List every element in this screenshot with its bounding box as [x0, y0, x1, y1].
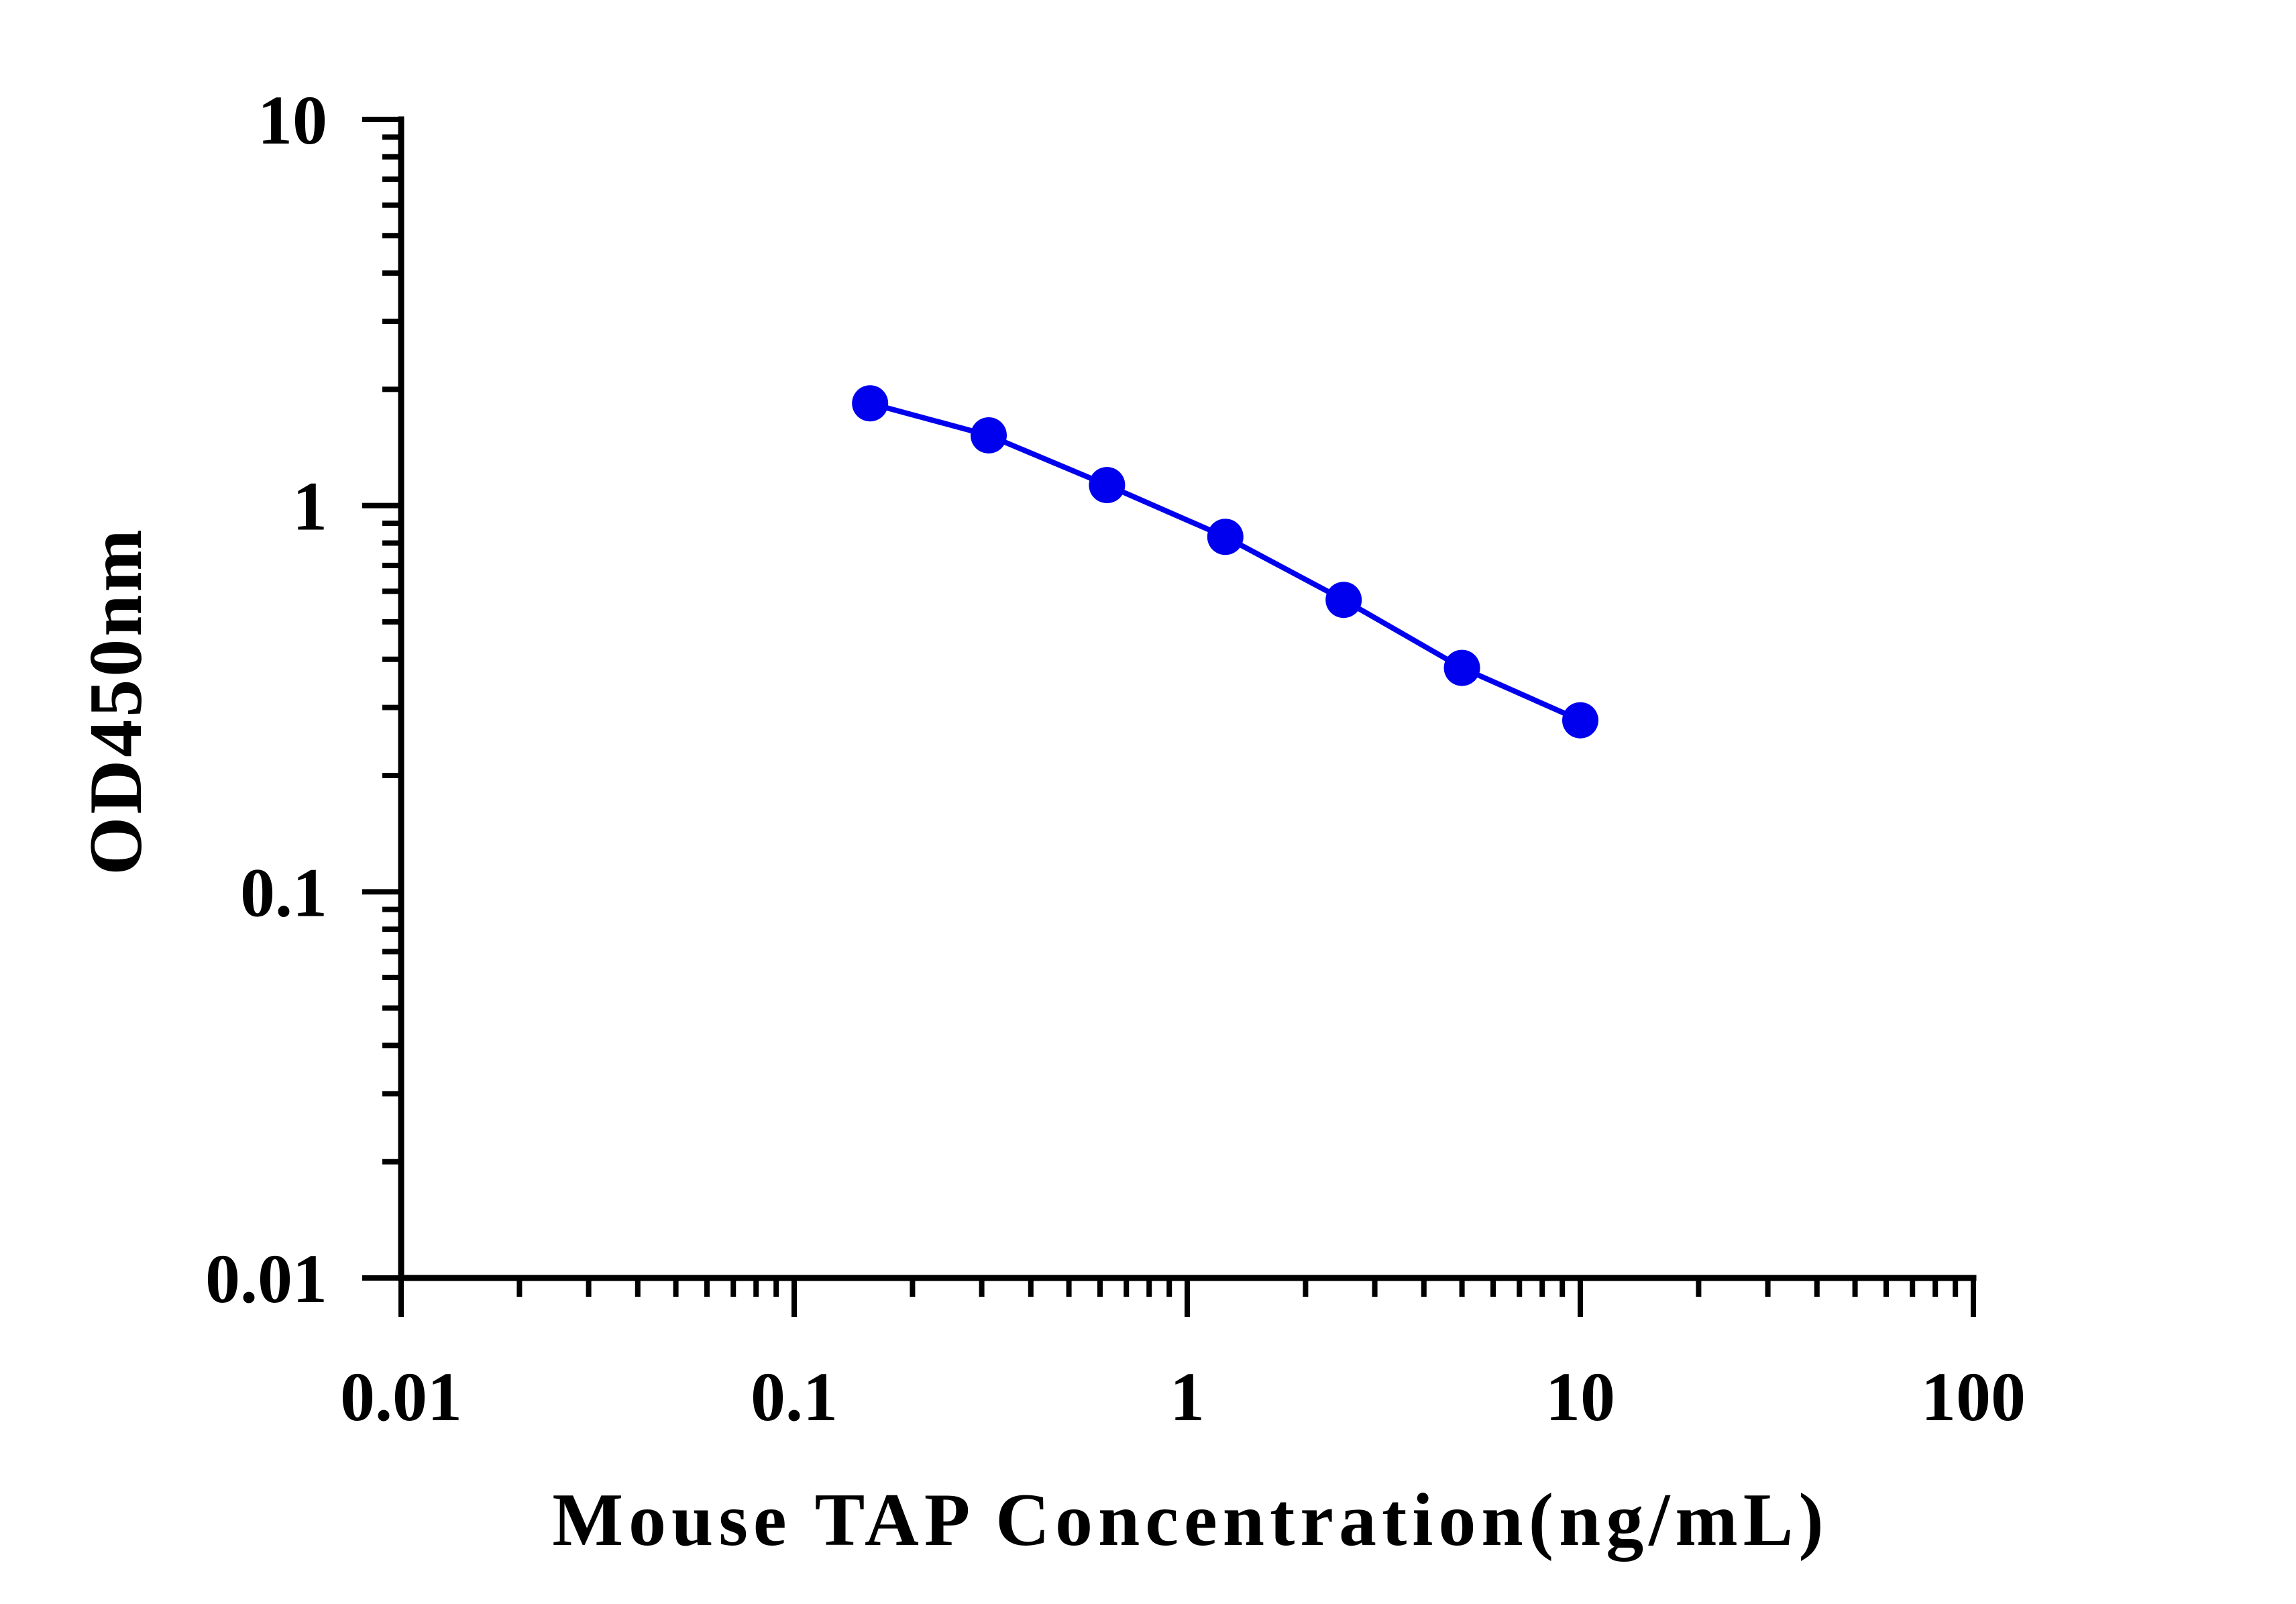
- x-major-ticks: [398, 1278, 1976, 1317]
- y-tick-label: 0.01: [205, 1240, 327, 1318]
- data-point: [1443, 649, 1480, 686]
- x-axis-title: Mouse TAP Concentration(ng/mL): [552, 1479, 1828, 1562]
- data-point: [970, 417, 1007, 453]
- y-tick-label: 10: [258, 82, 327, 159]
- y-tick-label: 0.1: [240, 854, 327, 931]
- data-point: [852, 385, 889, 422]
- x-tick-label: 0.01: [340, 1358, 462, 1436]
- x-tick-label: 100: [1921, 1358, 2026, 1436]
- x-tick-label: 0.1: [751, 1358, 838, 1436]
- data-point: [1089, 467, 1126, 504]
- data-point: [1562, 702, 1598, 739]
- y-axis-title: OD450nm: [74, 527, 158, 875]
- y-major-ticks: [362, 117, 401, 1281]
- x-minor-ticks: [516, 1278, 1959, 1297]
- y-minor-ticks: [382, 134, 401, 1165]
- x-tick-label: 10: [1545, 1358, 1615, 1436]
- data-point: [1325, 582, 1362, 619]
- x-tick-labels: 0.01 0.1 1 10 100: [340, 1358, 2026, 1436]
- x-tick-label: 1: [1170, 1358, 1205, 1436]
- y-tick-label: 1: [292, 468, 327, 545]
- series-points: [852, 385, 1598, 739]
- y-tick-labels: 0.01 0.1 1 10: [205, 82, 327, 1318]
- data-point: [1207, 519, 1244, 555]
